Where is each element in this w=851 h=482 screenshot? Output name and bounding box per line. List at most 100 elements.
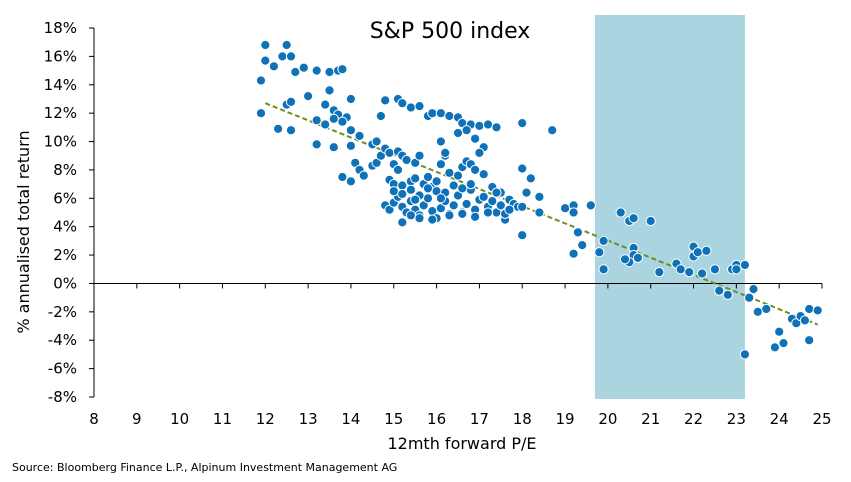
data-point: [731, 264, 742, 275]
data-point: [675, 264, 686, 275]
data-point: [645, 215, 656, 227]
data-point: [384, 147, 395, 158]
data-point: [799, 315, 811, 326]
data-point: [804, 303, 815, 315]
data-point: [714, 285, 725, 296]
data-point: [380, 95, 391, 106]
data-point: [401, 154, 412, 166]
data-point: [435, 193, 446, 204]
data-point: [328, 142, 339, 153]
y-tick-label: 2%: [53, 246, 77, 264]
data-point: [697, 268, 708, 279]
data-point: [431, 176, 442, 187]
y-axis-label: % annualised total return: [14, 130, 33, 333]
data-point: [692, 247, 703, 258]
data-point: [769, 342, 781, 353]
data-point: [285, 125, 297, 136]
x-tick-label: 21: [641, 410, 660, 428]
data-point: [448, 180, 459, 191]
data-point: [345, 125, 356, 136]
data-point: [324, 85, 335, 96]
highlight-band: [595, 15, 745, 399]
data-point: [273, 123, 284, 134]
data-point: [812, 305, 823, 316]
x-tick-labels: 8 9 10 11 12 13 14 15 16 17 18 19 20 21 22 23 24 25: [89, 410, 831, 428]
data-point: [478, 169, 489, 180]
data-point: [435, 108, 446, 119]
data-point: [628, 213, 639, 224]
y-tick-label: 4%: [53, 218, 77, 236]
x-tick-label: 15: [384, 410, 403, 428]
data-point: [739, 259, 751, 271]
data-point: [397, 188, 408, 200]
data-point: [534, 207, 545, 218]
data-point: [427, 108, 438, 119]
data-point: [422, 171, 434, 183]
data-point: [337, 64, 348, 75]
data-point: [414, 150, 425, 161]
data-point: [804, 335, 815, 346]
data-point: [405, 210, 416, 221]
data-point: [410, 173, 421, 184]
data-point: [345, 140, 356, 151]
data-point: [444, 110, 455, 122]
y-tick-label: -4%: [48, 331, 77, 349]
data-point: [470, 211, 481, 222]
y-tick-label: -8%: [48, 388, 77, 406]
x-tick-label: 22: [684, 410, 703, 428]
data-points: [255, 39, 823, 360]
x-tick-label: 20: [598, 410, 617, 428]
data-point: [388, 186, 399, 197]
x-tick-label: 9: [132, 410, 142, 428]
x-tick-label: 17: [470, 410, 489, 428]
y-tick-label: -2%: [48, 303, 77, 321]
data-point: [774, 326, 785, 337]
x-tick-label: 8: [89, 410, 99, 428]
data-point: [598, 264, 609, 275]
data-point: [615, 207, 626, 218]
data-point: [684, 267, 695, 278]
data-point: [517, 201, 528, 212]
data-point: [761, 303, 772, 315]
data-point: [320, 119, 331, 130]
x-tick-label: 16: [427, 410, 446, 428]
axis-layer: [89, 27, 823, 398]
data-point: [748, 284, 759, 295]
data-point: [585, 200, 596, 211]
data-point: [487, 196, 498, 207]
data-point: [320, 99, 331, 110]
data-point: [701, 245, 712, 256]
data-point: [298, 62, 309, 73]
data-point: [354, 130, 365, 141]
data-point: [285, 96, 297, 107]
x-tick-label: 18: [513, 410, 532, 428]
data-point: [474, 120, 485, 132]
data-point: [303, 91, 314, 102]
data-point: [560, 203, 571, 214]
data-point: [444, 210, 455, 221]
data-point: [422, 183, 434, 194]
data-point: [260, 39, 271, 51]
data-point: [255, 108, 267, 119]
data-point: [414, 101, 425, 112]
x-tick-label: 23: [727, 410, 746, 428]
data-point: [397, 217, 408, 228]
data-point: [324, 66, 335, 78]
data-point: [525, 173, 536, 184]
data-point: [521, 187, 532, 198]
data-point: [491, 122, 502, 133]
data-point: [435, 159, 446, 170]
y-tick-labels: 18% 16% 14% 12% 10% 8% 6% 4% 2% 0% -2% -4% -6% -8%: [44, 19, 77, 406]
data-point: [290, 66, 301, 78]
data-point: [470, 133, 481, 144]
data-point: [598, 235, 609, 246]
data-point: [414, 213, 425, 224]
data-point: [461, 198, 472, 210]
chart-title: S&P 500 index: [370, 19, 531, 44]
x-tick-label: 12: [256, 410, 275, 428]
data-point: [778, 338, 789, 349]
data-point: [311, 115, 322, 126]
data-point: [474, 147, 485, 158]
data-point: [568, 248, 579, 259]
